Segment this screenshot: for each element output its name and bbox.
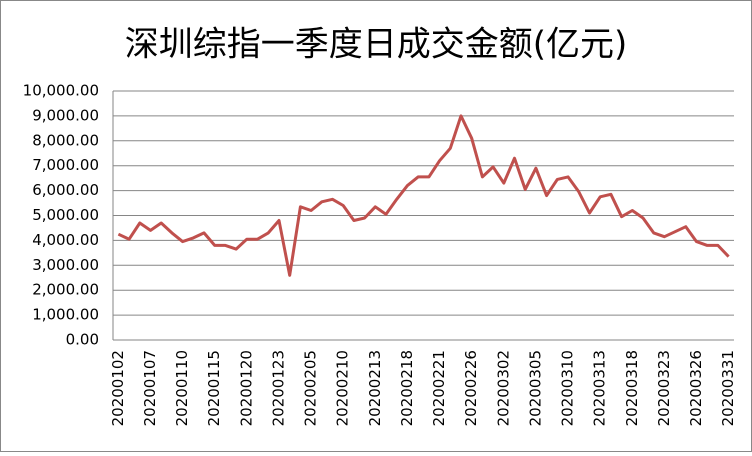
x-tick-label: 20200313 — [591, 350, 609, 426]
y-tick-label: 9,000.00 — [32, 106, 99, 124]
y-tick-label: 1,000.00 — [32, 306, 99, 324]
x-tick-label: 20200123 — [269, 350, 287, 426]
y-tick-label: 0.00 — [66, 331, 99, 349]
y-tick-label: 6,000.00 — [32, 181, 99, 199]
x-tick-label: 20200115 — [205, 350, 223, 426]
y-tick-label: 8,000.00 — [32, 131, 99, 149]
y-tick-label: 2,000.00 — [32, 281, 99, 299]
x-tick-label: 20200205 — [302, 350, 320, 426]
x-tick-label: 20200120 — [237, 350, 255, 426]
x-tick-label: 20200213 — [366, 350, 384, 426]
x-tick-label: 20200226 — [462, 350, 480, 426]
x-tick-label: 20200110 — [173, 350, 191, 426]
x-tick-label: 20200310 — [559, 350, 577, 426]
x-tick-label: 20200326 — [687, 350, 705, 426]
y-tick-label: 10,000.00 — [23, 82, 99, 100]
x-tick-label: 20200331 — [719, 350, 737, 426]
x-tick-label: 20200107 — [141, 350, 159, 426]
y-tick-label: 3,000.00 — [32, 256, 99, 274]
x-tick-label: 20200221 — [430, 350, 448, 426]
x-tick-label: 20200102 — [109, 350, 127, 426]
data-line — [117, 114, 730, 277]
x-tick-label: 20200305 — [526, 350, 544, 426]
y-tick-label: 7,000.00 — [32, 156, 99, 174]
x-tick-label: 20200302 — [494, 350, 512, 426]
x-tick-label: 20200318 — [623, 350, 641, 426]
chart-title: 深圳综指一季度日成交金额(亿元) — [125, 25, 628, 65]
x-tick-label: 20200218 — [398, 350, 416, 426]
x-tick-label: 20200323 — [655, 350, 673, 426]
y-tick-label: 5,000.00 — [32, 206, 99, 224]
y-tick-label: 4,000.00 — [32, 231, 99, 249]
x-tick-label: 20200210 — [334, 350, 352, 426]
